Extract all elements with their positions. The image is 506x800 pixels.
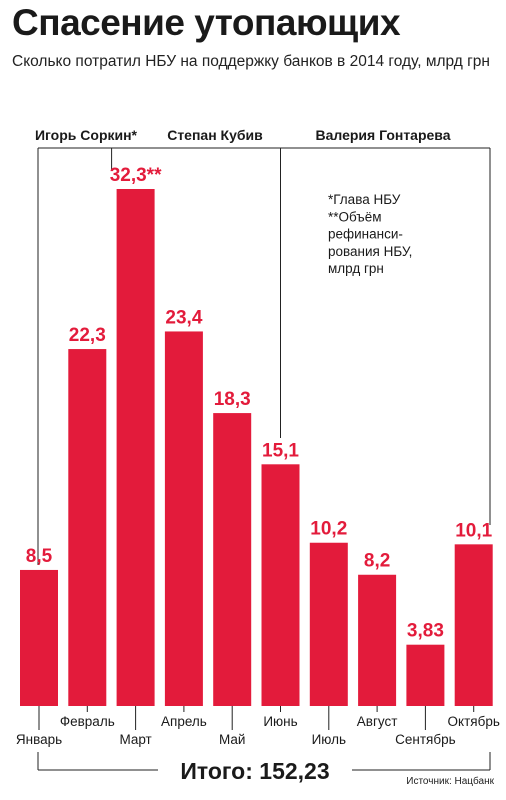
footnote-line-3: рефинанси- <box>328 227 403 242</box>
value-label-5: 18,3 <box>214 389 251 410</box>
bar-9 <box>406 644 445 706</box>
month-label-9: Сентябрь <box>395 732 455 747</box>
value-label-9: 3,83 <box>407 621 444 642</box>
bar-8 <box>358 574 397 706</box>
bar-1 <box>20 569 58 706</box>
value-label-7: 10,2 <box>310 519 347 540</box>
month-label-10: Октябрь <box>448 714 500 729</box>
footnote-block: *Глава НБУ **Объём рефинанси-рования НБУ, м… <box>328 192 412 276</box>
page-subtitle: Сколько потратил НБУ на поддержку банков… <box>12 53 490 70</box>
month-label-3: Март <box>119 732 151 747</box>
period-name-2: Степан Кубив <box>167 127 263 143</box>
bar-2 <box>68 349 107 706</box>
value-label-3: 32,3** <box>110 165 162 186</box>
value-label-2: 22,3 <box>69 325 106 346</box>
footnote-line-4: рования НБУ, <box>328 244 412 259</box>
bar-4 <box>164 331 203 706</box>
month-label-5: Май <box>219 732 245 747</box>
footnote-line-1: *Глава НБУ <box>328 192 401 207</box>
month-label-6: Июнь <box>263 714 297 729</box>
value-label-10: 10,1 <box>455 520 492 541</box>
month-label-1: Январь <box>16 732 62 747</box>
value-label-1: 8,5 <box>26 546 53 567</box>
value-label-8: 8,2 <box>364 551 390 572</box>
total-bracket: Итого: 152,23 <box>37 752 491 784</box>
source-note: Источник: Нацбанк <box>406 776 494 787</box>
month-label-2: Февраль <box>60 714 115 729</box>
month-label-4: Апрель <box>161 714 207 729</box>
periods-layer: Игорь Соркин* Степан Кубив Валерия Гонтаре… <box>35 127 491 565</box>
bar-5 <box>213 413 252 706</box>
total-label: Итого: 152,23 <box>180 758 329 784</box>
value-label-4: 23,4 <box>165 307 202 328</box>
footnote-line-2: **Объём <box>328 209 382 224</box>
page-title: Спасение утопающих <box>12 2 401 43</box>
bar-7 <box>309 542 348 706</box>
month-label-7: Июль <box>312 732 346 747</box>
month-label-8: Август <box>357 714 398 729</box>
bar-3 <box>116 189 155 706</box>
bars-layer: 8,5 Январь 22,3 Февраль 32,3** Март 23,4 Апрель… <box>16 165 500 747</box>
footnote-line-5: млрд грн <box>328 261 384 276</box>
period-name-3: Валерия Гонтарева <box>315 127 450 143</box>
bar-6 <box>261 464 300 706</box>
value-label-6: 15,1 <box>262 440 299 461</box>
period-name-1: Игорь Соркин* <box>35 127 138 143</box>
bar-10 <box>454 544 493 706</box>
